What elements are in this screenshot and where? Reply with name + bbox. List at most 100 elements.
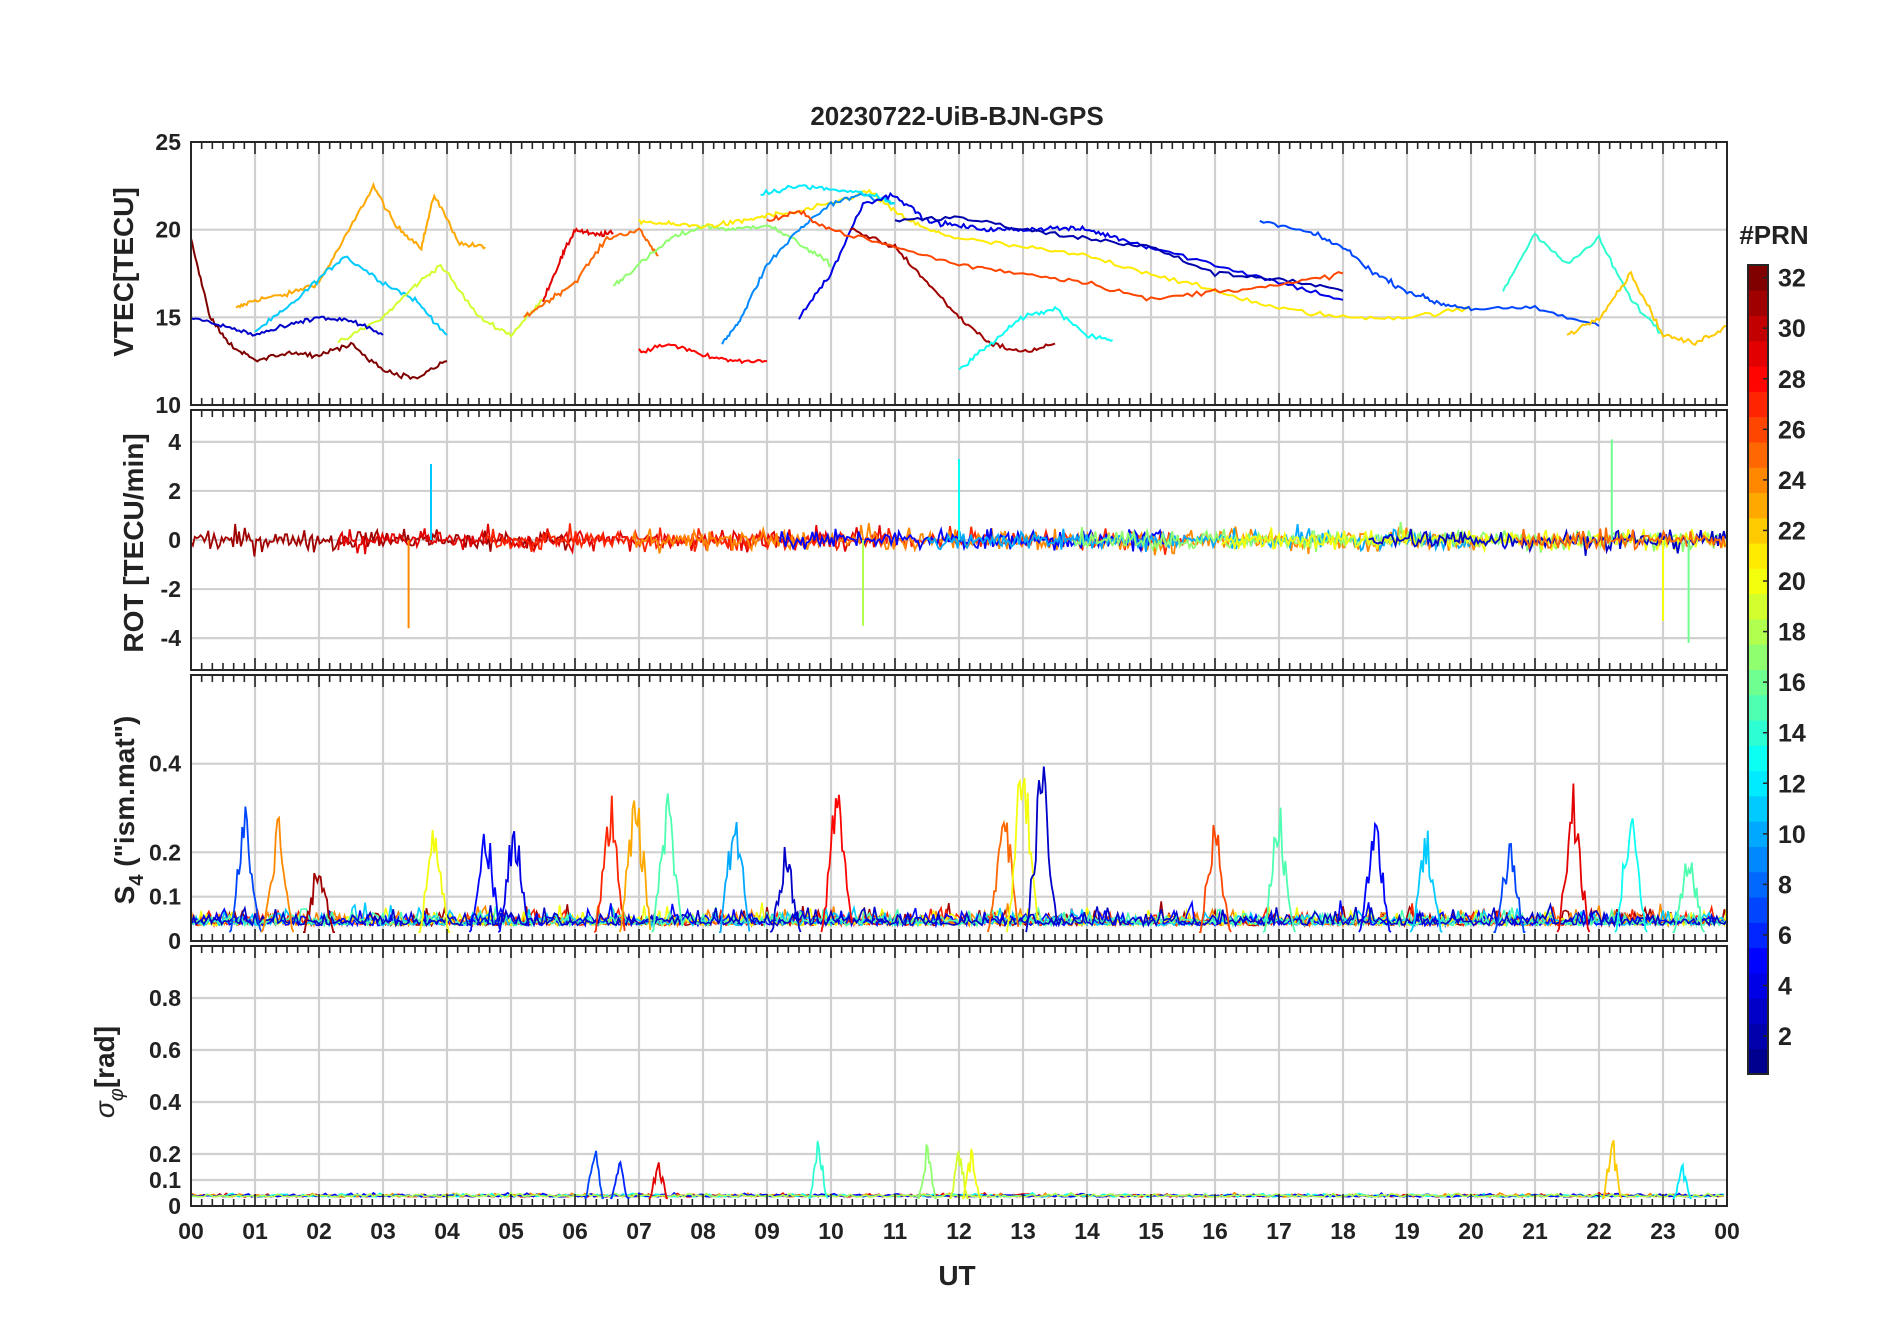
sigma-label-rest: [rad] xyxy=(89,1026,120,1088)
colorbar-segment xyxy=(1748,416,1768,443)
colorbar-tick-label: 20 xyxy=(1778,568,1806,596)
x-tick-label: 15 xyxy=(1138,1218,1164,1244)
colorbar-frame xyxy=(1747,264,1769,1075)
colorbar-segment xyxy=(1748,972,1768,999)
rot-series-line xyxy=(1073,521,1726,553)
sigma-peak xyxy=(962,1148,982,1200)
s4-peak xyxy=(1358,821,1392,933)
vtec-series-line xyxy=(638,343,768,365)
colorbar-segment xyxy=(1748,568,1768,595)
colorbar-tick-label: 26 xyxy=(1778,416,1806,444)
y-tick-label: 0.6 xyxy=(149,1037,181,1063)
colorbar-segment xyxy=(1748,669,1768,696)
s4-peak xyxy=(1262,807,1296,933)
s4-peak xyxy=(1006,777,1039,933)
sigma-peak xyxy=(610,1160,630,1200)
colorbar-segment xyxy=(1748,694,1768,721)
y-tick-label: 4 xyxy=(168,429,181,455)
colorbar-title: #PRN xyxy=(1739,220,1808,250)
x-tick-label: 22 xyxy=(1586,1218,1612,1244)
y-tick-label: 0.4 xyxy=(149,1089,181,1115)
colorbar-segment xyxy=(1748,922,1768,949)
colorbar-tick-label: 24 xyxy=(1778,467,1806,495)
colorbar-tick-label: 6 xyxy=(1778,922,1792,950)
y-tick-label: 0 xyxy=(168,928,181,954)
x-tick-label: 16 xyxy=(1202,1218,1228,1244)
vtec-series-line xyxy=(612,222,832,287)
colorbar-segment xyxy=(1748,543,1768,569)
vtec-series-line xyxy=(254,255,448,336)
s4-peak xyxy=(769,846,802,933)
colorbar-tick-label: 8 xyxy=(1778,871,1792,899)
colorbar-tick-label: 2 xyxy=(1778,1023,1792,1051)
s4-series-line xyxy=(190,901,1728,929)
x-tick-label: 17 xyxy=(1266,1218,1292,1244)
colorbar-segment xyxy=(1748,821,1768,847)
x-tick-label: 07 xyxy=(626,1218,652,1244)
x-tick-label: 18 xyxy=(1330,1218,1356,1244)
x-tick-label: 13 xyxy=(1010,1218,1036,1244)
vtec-series-line xyxy=(235,181,486,309)
colorbar-segment xyxy=(1748,846,1768,873)
colorbar-segment xyxy=(1748,366,1768,392)
s4-peak xyxy=(1556,783,1591,933)
s4-peak xyxy=(497,830,530,933)
s4-label-rest: ("ism.mat") xyxy=(109,716,140,867)
sigma-phi-axis-label: σφ[rad] xyxy=(89,1026,128,1118)
y-tick-label: 0.4 xyxy=(149,751,181,777)
colorbar-tick-label: 14 xyxy=(1778,720,1806,748)
colorbar-segment xyxy=(1748,265,1768,291)
y-tick-label: 0.2 xyxy=(149,1141,181,1167)
sigma-peak xyxy=(584,1150,604,1200)
colorbar-segment xyxy=(1748,315,1768,342)
y-tick-label: 15 xyxy=(155,304,181,330)
s4-peak xyxy=(1614,818,1648,933)
colorbar-segment xyxy=(1748,340,1768,367)
colorbar-segment xyxy=(1748,998,1768,1024)
vtec-series-line xyxy=(766,209,1344,302)
s4-peak xyxy=(228,806,263,933)
x-tick-label: 00 xyxy=(1714,1218,1740,1244)
s4-peak xyxy=(1025,766,1058,933)
colorbar-tick-label: 10 xyxy=(1778,821,1806,849)
y-tick-label: 0.1 xyxy=(149,884,181,910)
chart-title: 20230722-UiB-BJN-GPS xyxy=(810,101,1103,131)
s4-label-main: S xyxy=(109,886,140,905)
colorbar-tick-label: 4 xyxy=(1778,973,1792,1001)
y-tick-label: 0.8 xyxy=(149,985,181,1011)
s4-peak xyxy=(593,795,626,933)
colorbar-tick-label: 18 xyxy=(1778,619,1806,647)
colorbar-tick-label: 12 xyxy=(1778,770,1806,798)
x-tick-label: 03 xyxy=(370,1218,396,1244)
vtec-series-line xyxy=(638,188,1472,321)
s4-peak xyxy=(618,800,652,933)
vtec-axis-label: VTEC[TECU] xyxy=(108,187,139,357)
x-tick-label: 08 xyxy=(690,1218,716,1244)
colorbar-segment xyxy=(1748,492,1768,519)
y-tick-label: 0.2 xyxy=(149,839,181,865)
rot-series-line xyxy=(926,523,1471,553)
colorbar-segment xyxy=(1748,441,1768,468)
s4-peak xyxy=(1493,842,1526,933)
s4-peak xyxy=(718,821,751,933)
x-tick-label: 06 xyxy=(562,1218,588,1244)
colorbar-segment xyxy=(1748,1048,1768,1075)
colorbar-tick-label: 16 xyxy=(1778,669,1806,697)
vtec-series-line xyxy=(337,263,544,344)
colorbar-segment xyxy=(1748,897,1768,923)
y-tick-label: -4 xyxy=(161,625,182,651)
vtec-series-line xyxy=(1502,232,1664,336)
colorbar-segment xyxy=(1748,770,1768,797)
colorbar-segment xyxy=(1748,644,1768,670)
sigma-label-sub: φ xyxy=(106,1088,128,1101)
s4-peak xyxy=(418,829,451,933)
x-tick-label: 20 xyxy=(1458,1218,1484,1244)
sigma-peak xyxy=(1602,1140,1623,1200)
data-layer xyxy=(190,181,1728,1200)
s4-peak xyxy=(303,872,335,933)
colorbar-segment xyxy=(1748,517,1768,544)
x-tick-label: 14 xyxy=(1074,1218,1100,1244)
vtec-series-line xyxy=(1259,219,1600,327)
